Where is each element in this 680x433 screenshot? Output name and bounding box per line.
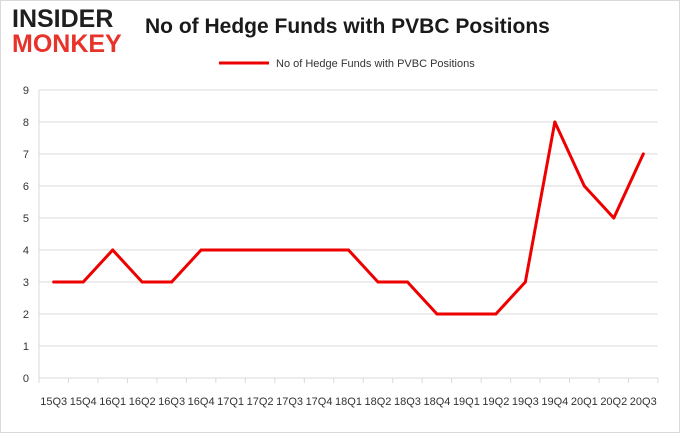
y-tick-label: 1	[23, 341, 29, 353]
data-point	[464, 312, 468, 316]
data-point	[140, 280, 144, 284]
data-point	[347, 248, 350, 252]
logo-line-insider: INSIDER	[12, 5, 114, 33]
y-tick-label: 3	[23, 277, 29, 289]
legend-label: No of Hedge Funds with PVBC Positions	[276, 58, 475, 70]
data-point	[317, 248, 321, 252]
x-tick-label: 16Q4	[188, 396, 215, 408]
data-point	[111, 248, 115, 252]
y-tick-labels: 0 1 2 3 4 5 6 7 8 9	[23, 85, 29, 385]
x-tick-label: 17Q3	[276, 396, 303, 408]
x-tick-label: 18Q3	[394, 396, 421, 408]
y-tick-label: 4	[23, 245, 29, 257]
x-tick-label: 20Q1	[571, 396, 598, 408]
data-point	[582, 184, 586, 188]
x-tick-label: 15Q4	[70, 396, 97, 408]
x-tick-label: 16Q3	[158, 396, 185, 408]
x-tick-label: 19Q4	[541, 396, 568, 408]
data-point	[288, 248, 292, 252]
y-tick-label: 5	[23, 213, 29, 225]
data-point	[494, 312, 498, 316]
logo-line-monkey: MONKEY	[12, 30, 122, 58]
x-tick-label: 20Q3	[630, 396, 657, 408]
y-tick-label: 6	[23, 181, 29, 193]
data-point	[170, 280, 174, 284]
x-tick-label: 19Q1	[453, 396, 480, 408]
grid-lines	[39, 89, 658, 347]
x-tick-label: 19Q2	[482, 396, 509, 408]
y-tick-label: 8	[23, 117, 29, 129]
x-tick-label: 19Q3	[512, 396, 539, 408]
data-point	[52, 280, 56, 284]
axes	[38, 90, 659, 383]
data-point	[435, 312, 439, 316]
data-point	[405, 280, 409, 284]
data-point	[229, 248, 233, 252]
x-tick-label: 16Q2	[129, 396, 156, 408]
chart-title: No of Hedge Funds with PVBC Positions	[145, 15, 550, 38]
data-point	[258, 248, 262, 252]
insider-monkey-logo: INSIDER MONKEY	[12, 6, 132, 58]
x-tick-label: 18Q1	[335, 396, 362, 408]
y-tick-label: 2	[23, 309, 29, 321]
x-tick-label: 15Q3	[40, 396, 67, 408]
data-point	[641, 152, 645, 156]
data-point	[553, 120, 557, 124]
data-point	[199, 248, 203, 252]
series-group	[52, 120, 645, 316]
legend: No of Hedge Funds with PVBC Positions	[219, 58, 475, 70]
y-tick-label: 9	[23, 85, 29, 97]
x-tick-label: 20Q2	[600, 396, 627, 408]
y-tick-label: 0	[23, 373, 29, 385]
data-point	[376, 280, 380, 284]
data-point	[612, 216, 616, 220]
y-tick-label: 7	[23, 149, 29, 161]
x-tick-label: 17Q1	[217, 396, 244, 408]
x-tick-label: 17Q2	[247, 396, 274, 408]
data-point	[81, 280, 85, 284]
x-tick-label: 18Q2	[365, 396, 392, 408]
x-tick-labels: 15Q3 15Q4 16Q1 16Q2 16Q3 16Q4 17Q1 17Q2 17Q3 17Q4…	[40, 396, 656, 408]
x-tick-label: 16Q1	[99, 396, 126, 408]
x-tick-label: 17Q4	[306, 396, 333, 408]
x-tick-label: 18Q4	[423, 396, 450, 408]
data-point	[523, 280, 527, 284]
